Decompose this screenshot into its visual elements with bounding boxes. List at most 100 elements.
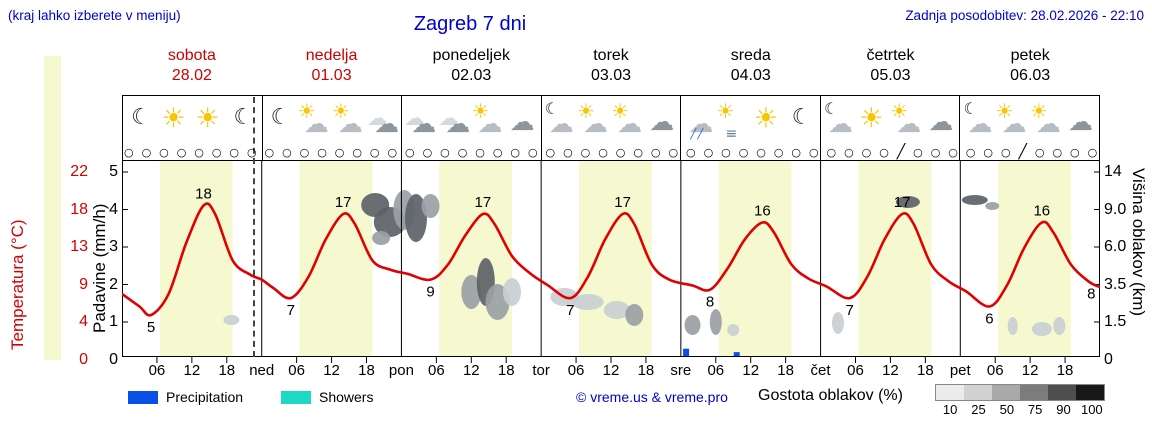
cloud-symbol: ○ — [352, 145, 362, 159]
x-hour-label: 18 — [777, 362, 794, 379]
cloud-symbol: ○ — [879, 145, 889, 159]
scale-segment — [1020, 385, 1048, 400]
temp-extreme-label: 17 — [614, 194, 631, 211]
cloud-tick: 0 — [1104, 350, 1113, 368]
temp-extreme-label: 18 — [195, 186, 212, 203]
cloud-symbol: ○ — [545, 145, 556, 159]
sun-icon: ☀ — [195, 103, 220, 134]
x-hour-label: 12 — [323, 362, 340, 379]
cloud-tick-labels: 14 9.0 6.0 3.5 1.5 0 — [1104, 0, 1146, 443]
temp-tick: 9 — [79, 275, 88, 293]
daylight-band — [159, 160, 233, 357]
precip-tick: 1 — [109, 313, 118, 330]
cloud-symbol: ○ — [282, 145, 292, 159]
scale-label: 10 — [942, 402, 958, 417]
cloud-blob — [503, 278, 521, 306]
x-hour-label: 18 — [1056, 362, 1074, 379]
cloud-symbol: ○ — [405, 145, 415, 159]
temp-extreme-label: 9 — [426, 284, 434, 301]
day-date: 05.03 — [870, 67, 911, 84]
day-date: 04.03 — [730, 67, 771, 84]
cloud-symbol: ○ — [633, 145, 643, 159]
cloudgray-icon: ☁ — [928, 107, 954, 136]
cloud-symbol: ○ — [124, 145, 134, 159]
icon-day-column: ☾ ☀ ☁ ☀ ☁ ☁ ☁ — [263, 96, 403, 160]
credit-link[interactable]: © vreme.us & vreme.pro — [576, 389, 728, 405]
x-day-label: pet — [949, 362, 971, 379]
cloud-symbol: ○ — [1052, 145, 1063, 159]
cloud-blob — [961, 195, 988, 205]
daylight-band — [439, 160, 513, 357]
precipitation-legend-label: Precipitation — [166, 389, 244, 405]
sun-icon: ☀ — [859, 103, 884, 134]
icon-day-column: ☾ ☁ ☀ ☁ ☀ ☁ ☁ — [960, 96, 1099, 160]
temp-extreme-label: 8 — [706, 294, 714, 311]
temp-extreme-label: 6 — [985, 311, 993, 328]
scale-label: 100 — [1080, 402, 1103, 417]
suncloud-icon: ☀ ☁ — [331, 99, 363, 138]
mooncloud-icon: ☾ ☁ — [963, 99, 993, 138]
showers-legend-label: Showers — [319, 389, 374, 405]
temp-extreme-label: 7 — [846, 302, 854, 319]
wind-mark: ╱ — [896, 144, 906, 160]
temp-tick-labels: 22 18 13 9 4 0 — [58, 0, 88, 443]
cloudgray-icon: ☁ — [1067, 107, 1093, 136]
cloud-symbol: ○ — [176, 145, 187, 159]
cloud-symbol: ○ — [1000, 145, 1011, 159]
cloud-symbol: ○ — [527, 145, 538, 159]
scale-label: 50 — [999, 402, 1015, 417]
temp-extreme-label: 16 — [1033, 203, 1050, 220]
cloud-blob — [372, 231, 391, 245]
cloud-symbol: ○ — [299, 145, 310, 159]
weather-icon-band: ☾ ☀ ☀ ☾ ☾ ☀ ☁ ☀ ☁ ☁ ☁ ☁ ☁ ☁ ☁ ☀ ☁ ☁ ☾ ☁ ☀ ☁ ☀ ☁ ☁ ☁ ╱╱ ☀ ≡ ☀ ☾ ☾ ☁ ☀ ☀ ☁ ☁ ☾ ☁… — [122, 95, 1100, 160]
day-header-ponedeljek: ponedeljek 02.03 — [401, 46, 541, 92]
precip-tick-labels: 5 4 3 2 1 0 — [96, 0, 118, 443]
current-time-line — [253, 97, 255, 357]
x-hour-label: 06 — [847, 362, 864, 379]
day-header-nedelja: nedelja 01.03 — [262, 46, 402, 92]
cloud-symbol: ○ — [246, 145, 257, 159]
temp-extreme-label: 16 — [754, 203, 771, 220]
x-hour-label: 12 — [462, 362, 480, 379]
cloud-blob — [571, 294, 604, 310]
scale-segment — [936, 385, 964, 400]
mooncloud-icon: ☾ ☁ — [544, 99, 574, 138]
cloud-symbol: ○ — [791, 145, 801, 159]
x-day-label: tor — [532, 362, 550, 379]
cloudgray-icon: ☁ — [649, 107, 675, 136]
cloud-symbol: ○ — [264, 145, 275, 159]
cloud-symbol: ○ — [738, 145, 749, 159]
daylight-band — [299, 160, 373, 357]
cloud-symbol: ○ — [756, 145, 766, 159]
x-hour-label: 12 — [882, 362, 899, 379]
x-hour-label: 12 — [742, 362, 760, 379]
temp-extreme-label: 7 — [566, 302, 574, 319]
precip-bar — [733, 352, 740, 357]
cloud-blob — [625, 304, 644, 326]
temp-tick: 0 — [79, 350, 88, 368]
cloud-symbol: ○ — [387, 145, 398, 159]
temp-curve — [122, 202, 1100, 317]
meteogram-plot: 5 18 7 17 9 17 7 17 8 16 7 17 6 16 8 — [122, 160, 1100, 363]
cloud-symbol: ○ — [703, 145, 714, 159]
day-date: 01.03 — [311, 67, 352, 84]
x-hour-label: 12 — [1021, 362, 1039, 379]
day-header-četrtek: četrtek 05.03 — [821, 46, 961, 92]
cloud-symbol: ○ — [650, 145, 661, 159]
icon-day-column: ☾ ☁ ☀ ☁ ☀ ☁ ☁ — [542, 96, 682, 160]
cloud-density-label: Gostota oblakov (%) — [758, 387, 903, 404]
cloud-scale-bar — [935, 384, 1105, 401]
x-hour-label: 18 — [637, 362, 655, 379]
suncloud-icon: ☀ ☁ — [576, 99, 608, 138]
day-name: četrtek — [866, 47, 915, 64]
day-date: 06.03 — [1010, 67, 1051, 84]
suncloud-icon: ☀ ☁ — [297, 99, 329, 138]
clouds-icon: ☁ ☁ — [438, 106, 471, 138]
cloud-symbol: ○ — [1070, 145, 1080, 159]
precip-tick: 4 — [109, 200, 118, 218]
daylight-band — [718, 160, 792, 357]
showercloud-icon: ☁ ╱╱ — [688, 109, 714, 140]
x-hour-label: 06 — [707, 362, 725, 379]
cloud-symbol: ○ — [369, 145, 380, 159]
cloud-blob — [1031, 322, 1052, 336]
